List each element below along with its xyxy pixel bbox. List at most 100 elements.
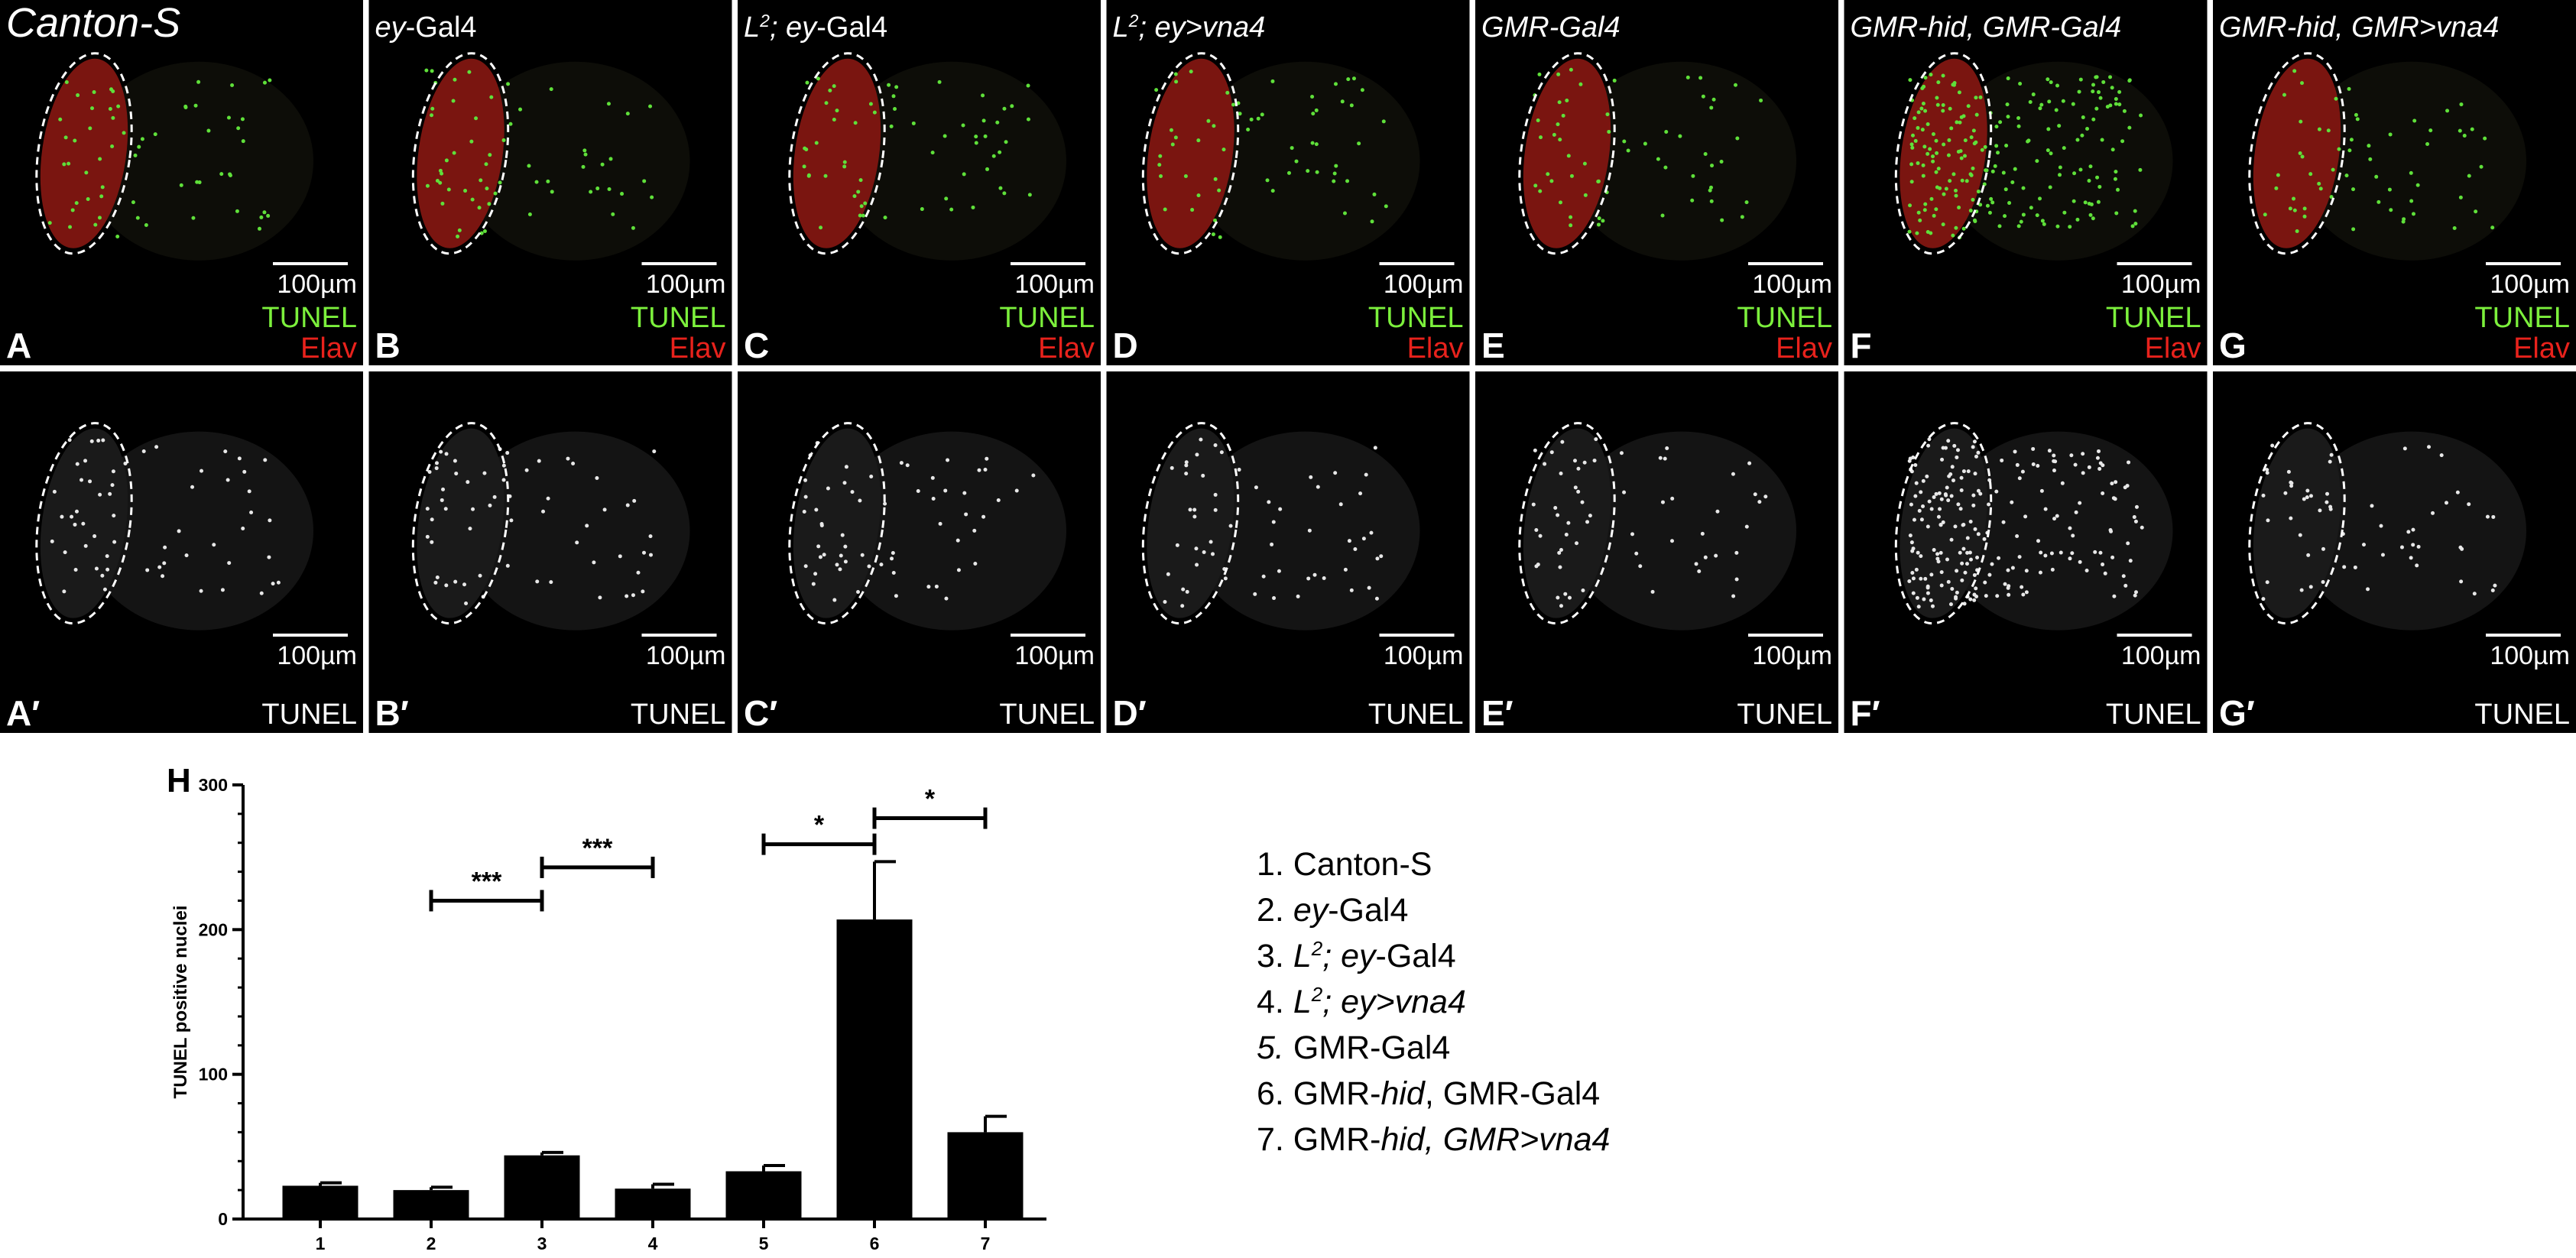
tunel-spot xyxy=(1938,550,1943,555)
tunel-spot xyxy=(430,113,434,118)
tunel-spot xyxy=(99,194,104,199)
tunel-spot xyxy=(1564,533,1569,537)
tunel-spot xyxy=(2318,508,2322,513)
tunel-spot xyxy=(1951,83,1956,87)
tunel-spot xyxy=(1701,94,1705,99)
tunel-spot xyxy=(1556,595,1560,600)
tunel-spot xyxy=(962,172,966,177)
text-run: hid xyxy=(1380,1075,1426,1112)
tunel-spot xyxy=(1170,142,1175,147)
tunel-spot xyxy=(1932,495,1936,500)
tunel-spot xyxy=(2306,553,2311,557)
tunel-spot xyxy=(2445,109,2450,113)
tunel-spot xyxy=(236,126,241,131)
tunel-spot xyxy=(937,79,942,84)
tunel-spot xyxy=(1173,72,1178,76)
tunel-spot xyxy=(1919,517,1924,522)
tunel-spot xyxy=(2425,142,2430,147)
stain-label: TUNEL xyxy=(2474,302,2570,334)
outline xyxy=(1894,52,1993,255)
stain-label: TUNEL xyxy=(1368,302,1464,334)
brain-lobe xyxy=(837,61,1066,261)
brain-lobe xyxy=(1190,61,1420,261)
tunel-spot xyxy=(842,164,847,169)
tunel-spot xyxy=(1763,494,1768,499)
tunel-spot xyxy=(850,490,855,494)
tunel-spot xyxy=(122,131,126,135)
tunel-spot xyxy=(942,134,947,138)
tunel-spot xyxy=(2353,565,2357,569)
tunel-spot xyxy=(2083,200,2088,205)
tunel-spot xyxy=(1381,119,1386,124)
tunel-spot xyxy=(1270,79,1275,83)
tunel-spot xyxy=(2302,497,2306,501)
tunel-spot xyxy=(2114,480,2118,485)
tunel-spot xyxy=(905,463,910,468)
tunel-spot xyxy=(1990,562,1994,566)
significance-label: * xyxy=(814,811,825,840)
tunel-spot xyxy=(826,486,830,491)
tunel-spot xyxy=(1971,445,1975,449)
tunel-spot xyxy=(930,151,935,155)
tunel-spot xyxy=(641,589,645,594)
genotype-label: L2; ey-Gal4 xyxy=(744,11,887,44)
tunel-spot xyxy=(1929,507,1934,511)
tunel-spot xyxy=(1228,524,1233,528)
tunel-spot xyxy=(832,118,836,122)
tunel-spot xyxy=(2409,170,2413,175)
tunel-spot xyxy=(2062,210,2067,215)
tunel-spot xyxy=(2035,159,2039,164)
outline xyxy=(35,422,133,625)
tunel-spot xyxy=(2010,180,2015,184)
tunel-spot xyxy=(434,466,439,471)
tunel-spot xyxy=(2043,507,2048,511)
tunel-spot xyxy=(1954,188,1958,193)
panel-letter: A′ xyxy=(6,693,40,733)
tunel-spot xyxy=(920,207,924,212)
tunel-spot xyxy=(858,178,863,183)
tunel-spot xyxy=(1947,138,1951,142)
tunel-spot xyxy=(1237,468,1241,472)
tunel-spot xyxy=(2109,529,2114,533)
tunel-spot xyxy=(2289,484,2294,488)
tunel-spot xyxy=(1909,142,1914,147)
tunel-spot xyxy=(1976,450,1981,455)
tunel-spot xyxy=(1294,159,1299,164)
tunel-spot xyxy=(2305,495,2309,500)
tunel-spot xyxy=(1972,592,1977,597)
tunel-spot xyxy=(1573,485,1578,490)
tunel-spot xyxy=(648,553,653,557)
tunel-spot xyxy=(1370,219,1374,224)
outline xyxy=(1518,422,1616,625)
tunel-spot xyxy=(1557,100,1562,105)
tunel-spot xyxy=(607,186,612,191)
tunel-spot xyxy=(2328,507,2333,511)
tunel-spot xyxy=(1747,461,1752,465)
tunel-spot xyxy=(52,489,57,494)
tunel-spot xyxy=(1213,177,1218,181)
panel-letter: C′ xyxy=(744,693,777,733)
tunel-spot xyxy=(1596,222,1601,227)
tunel-spot xyxy=(223,449,228,454)
bar xyxy=(836,919,913,1219)
tunel-spot xyxy=(2127,79,2132,83)
tunel-spot xyxy=(518,107,523,112)
tunel-spot xyxy=(1919,576,1923,581)
tunel-spot xyxy=(2286,469,2291,474)
text-run: hid, GMR>vna4 xyxy=(1380,1121,1610,1158)
tunel-spot xyxy=(2467,173,2471,178)
text-run: ey xyxy=(375,11,407,44)
tunel-spot xyxy=(887,83,891,87)
tunel-spot xyxy=(440,201,445,206)
tunel-spot xyxy=(2021,592,2026,597)
tunel-spot xyxy=(652,449,657,454)
tunel-spot xyxy=(891,571,896,576)
tunel-spot xyxy=(2098,96,2103,100)
tunel-spot xyxy=(1358,491,1363,496)
tunel-spot xyxy=(1941,109,1945,113)
tunel-spot xyxy=(1911,576,1916,581)
tunel-spot xyxy=(1968,597,1973,601)
tunel-spot xyxy=(1950,465,1955,469)
tunel-spot xyxy=(1962,154,1967,158)
tunel-spot xyxy=(642,550,647,555)
